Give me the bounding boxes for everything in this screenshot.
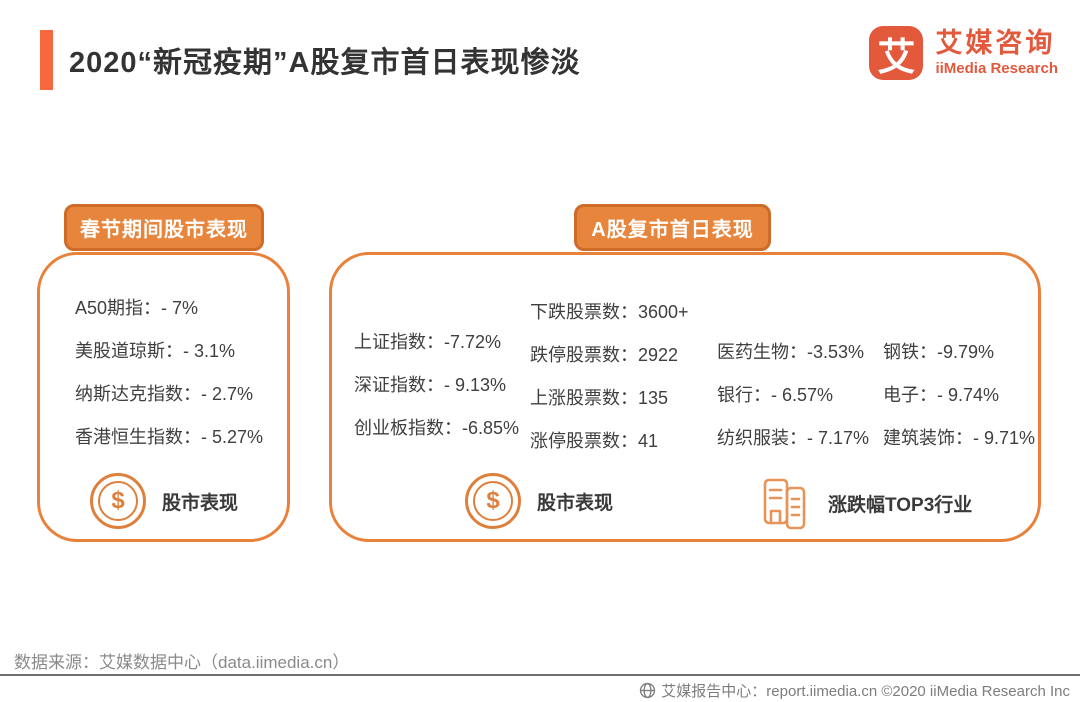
stat-value: 3600+ <box>638 302 689 322</box>
stat-item: 钢铁：-9.79% <box>883 339 1035 365</box>
stat-value: - 9.13% <box>444 375 507 395</box>
spring-festival-panel: A50期指：- 7% 美股道琼斯：- 3.1% 纳斯达克指数：- 2.7% 香港… <box>37 252 290 542</box>
panel-footer: $ 股市表现 <box>90 473 238 529</box>
spring-festival-stats: A50期指：- 7% 美股道琼斯：- 3.1% 纳斯达克指数：- 2.7% 香港… <box>75 295 263 450</box>
stat-value: - 5.27% <box>201 427 264 447</box>
stat-label: 纳斯达克指数： <box>75 384 201 404</box>
stat-value: - 3.1% <box>183 341 236 361</box>
stat-label: 银行： <box>717 385 771 405</box>
logo-text: 艾媒咨询 iiMedia Research <box>935 29 1058 76</box>
industry-column-1: 医药生物：-3.53% 银行：- 6.57% 纺织服装：- 7.17% <box>717 339 869 451</box>
logo-name-en: iiMedia Research <box>935 59 1058 77</box>
stat-label: 深证指数： <box>354 375 444 395</box>
stat-label: 钢铁： <box>883 342 937 362</box>
stat-label: 建筑装饰： <box>883 428 973 448</box>
footer-source: 数据来源：艾媒数据中心（data.iimedia.cn） <box>14 653 350 672</box>
panel-footer-label: 股市表现 <box>162 492 239 514</box>
stat-value: - 7.17% <box>807 428 870 448</box>
footer-credit-text: 艾媒报告中心：report.iimedia.cn ©2020 iiMedia R… <box>661 683 1070 700</box>
dollar-sign: $ <box>98 481 138 521</box>
stat-value: -3.53% <box>807 342 865 362</box>
a-share-panel: 上证指数：-7.72% 深证指数：- 9.13% 创业板指数：-6.85% 下跌… <box>329 252 1041 542</box>
page-title: 2020“新冠疫期”A股复市首日表现惨淡 <box>69 47 581 79</box>
title-accent-bar <box>40 30 53 90</box>
header: 2020“新冠疫期”A股复市首日表现惨淡 <box>40 30 580 90</box>
spring-festival-badge: 春节期间股市表现 <box>64 204 264 251</box>
logo-icon: 艾 <box>869 26 924 80</box>
stat-value: 2922 <box>638 345 679 365</box>
stat-value: 135 <box>638 388 669 408</box>
stat-label: 创业板指数： <box>354 418 462 438</box>
stat-label: A50期指： <box>75 298 162 318</box>
stat-item: 深证指数：- 9.13% <box>354 372 519 398</box>
stat-item: 下跌股票数：3600+ <box>530 299 689 325</box>
stat-label: 上涨股票数： <box>530 388 638 408</box>
stat-label: 医药生物： <box>717 342 807 362</box>
stat-item: 纺织服装：- 7.17% <box>717 425 869 451</box>
dollar-sign: $ <box>473 481 513 521</box>
stat-label: 下跌股票数： <box>530 302 638 322</box>
stat-label: 纺织服装： <box>717 428 807 448</box>
stat-item: 美股道琼斯：- 3.1% <box>75 338 263 364</box>
footer-credit: 艾媒报告中心：report.iimedia.cn ©2020 iiMedia R… <box>639 680 1070 701</box>
panel-footer: 涨跌幅TOP3行业 <box>756 475 972 531</box>
stat-value: - 7% <box>161 298 199 318</box>
stat-value: 41 <box>638 431 659 451</box>
indices-column: 上证指数：-7.72% 深证指数：- 9.13% 创业板指数：-6.85% <box>354 329 519 441</box>
stat-item: 上涨股票数：135 <box>530 385 689 411</box>
globe-icon <box>639 682 656 699</box>
stat-label: 香港恒生指数： <box>75 427 201 447</box>
stat-value: - 6.57% <box>771 385 834 405</box>
a-share-badge: A股复市首日表现 <box>574 204 771 251</box>
stat-label: 电子： <box>883 385 937 405</box>
stat-item: A50期指：- 7% <box>75 295 263 321</box>
stat-label: 上证指数： <box>354 332 444 352</box>
stat-item: 纳斯达克指数：- 2.7% <box>75 381 263 407</box>
stat-value: - 2.7% <box>201 384 254 404</box>
stat-item: 上证指数：-7.72% <box>354 329 519 355</box>
buildings-icon <box>756 475 812 531</box>
stat-item: 跌停股票数：2922 <box>530 342 689 368</box>
stat-value: -7.72% <box>444 332 502 352</box>
stat-label: 跌停股票数： <box>530 345 638 365</box>
stat-item: 建筑装饰：- 9.71% <box>883 425 1035 451</box>
brand-logo: 艾 艾媒咨询 iiMedia Research <box>869 26 1058 80</box>
stock-counts-column: 下跌股票数：3600+ 跌停股票数：2922 上涨股票数：135 涨停股票数：4… <box>530 299 689 454</box>
panel-footer: $ 股市表现 <box>465 473 613 529</box>
stat-value: - 9.71% <box>973 428 1036 448</box>
stat-value: -9.79% <box>937 342 995 362</box>
stat-label: 涨停股票数： <box>530 431 638 451</box>
stat-value: - 9.74% <box>937 385 1000 405</box>
logo-name-cn: 艾媒咨询 <box>935 28 1056 59</box>
panel-footer-label: 股市表现 <box>537 492 614 514</box>
footer-divider <box>0 674 1080 676</box>
stat-value: -6.85% <box>462 418 520 438</box>
stat-item: 银行：- 6.57% <box>717 382 869 408</box>
coin-dollar-icon: $ <box>90 473 146 529</box>
stat-item: 香港恒生指数：- 5.27% <box>75 424 263 450</box>
stat-item: 创业板指数：-6.85% <box>354 415 519 441</box>
stat-item: 电子：- 9.74% <box>883 382 1035 408</box>
coin-dollar-icon: $ <box>465 473 521 529</box>
stat-item: 涨停股票数：41 <box>530 428 689 454</box>
panel-footer-label: 涨跌幅TOP3行业 <box>828 494 973 516</box>
stat-label: 美股道琼斯： <box>75 341 183 361</box>
industry-column-2: 钢铁：-9.79% 电子：- 9.74% 建筑装饰：- 9.71% <box>883 339 1035 451</box>
stat-item: 医药生物：-3.53% <box>717 339 869 365</box>
